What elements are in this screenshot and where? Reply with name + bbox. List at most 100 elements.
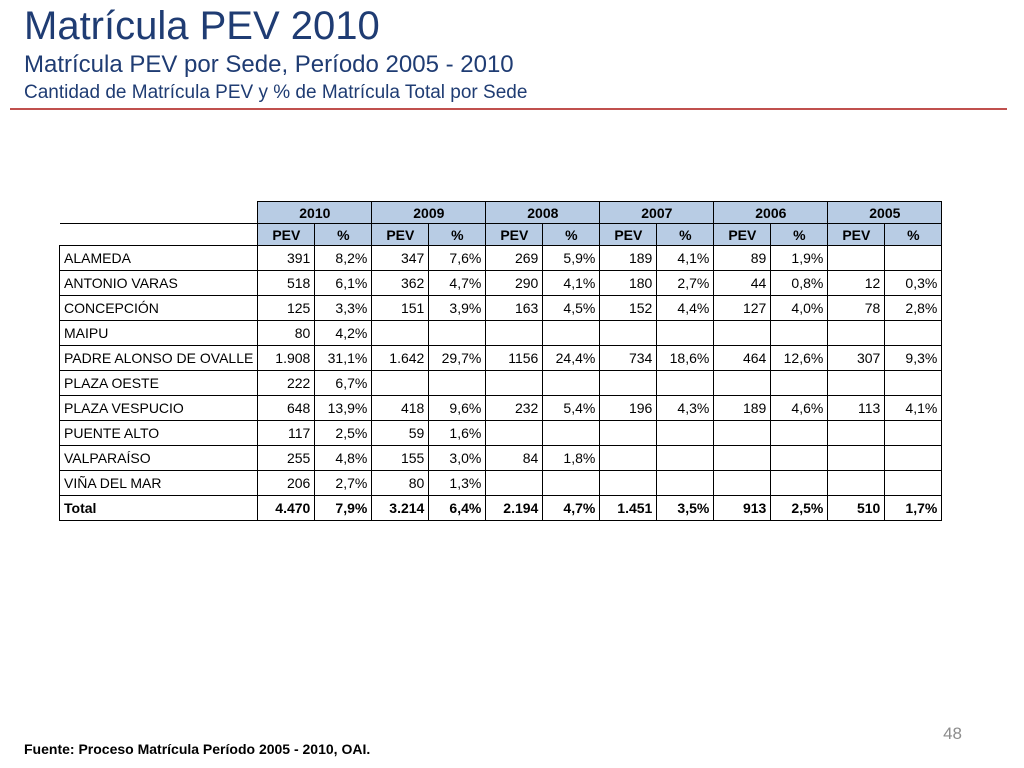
table-cell xyxy=(371,370,430,396)
table-cell xyxy=(827,320,886,346)
row-label: PLAZA VESPUCIO xyxy=(58,395,259,421)
year-header-2009: 2009 xyxy=(371,201,487,224)
table-row: VALPARAÍSO 255 4,8% 155 3,0% 84 1,8% xyxy=(58,445,943,471)
table-row: MAIPU 80 4,2% xyxy=(58,320,943,346)
table-cell: 2.194 xyxy=(485,495,544,521)
table-cell xyxy=(599,320,658,346)
row-label: PLAZA OESTE xyxy=(58,370,259,396)
table-cell xyxy=(371,320,430,346)
table-cell xyxy=(770,420,829,446)
table-cell: 3,9% xyxy=(428,295,487,321)
table-cell: 4,1% xyxy=(542,270,601,296)
table-body: ALAMEDA 391 8,2% 347 7,6% 269 5,9% 189 4,1% 89 1,9… xyxy=(58,245,943,521)
table-cell: 4,0% xyxy=(770,295,829,321)
table-cell xyxy=(599,445,658,471)
table-cell: 1.908 xyxy=(257,345,316,371)
table-row: PUENTE ALTO 117 2,5% 59 1,6% xyxy=(58,420,943,446)
table-cell xyxy=(884,320,943,346)
slide-title: Matrícula PEV 2010 xyxy=(24,4,380,48)
table-cell: 1156 xyxy=(485,345,544,371)
table-cell: 6,1% xyxy=(314,270,373,296)
year-header-2008: 2008 xyxy=(485,201,601,224)
table-cell xyxy=(884,370,943,396)
table-cell: 80 xyxy=(257,320,316,346)
table-cell xyxy=(770,470,829,496)
table-cell: 7,6% xyxy=(428,245,487,271)
table-cell xyxy=(542,370,601,396)
table-cell: 391 xyxy=(257,245,316,271)
table-cell: 189 xyxy=(599,245,658,271)
table-cell: 3,0% xyxy=(428,445,487,471)
table-cell: 89 xyxy=(713,245,772,271)
page-number: 48 xyxy=(943,724,962,743)
table-cell: 7,9% xyxy=(314,495,373,521)
table-row: ALAMEDA 391 8,2% 347 7,6% 269 5,9% 189 4,1% 89 1,9… xyxy=(58,245,943,271)
table-cell xyxy=(656,320,715,346)
table-row: CONCEPCIÓN 125 3,3% 151 3,9% 163 4,5% 152 4,4% 12… xyxy=(58,295,943,321)
table-cell: 5,4% xyxy=(542,395,601,421)
table-cell: 12 xyxy=(827,270,886,296)
table-cell: 1,9% xyxy=(770,245,829,271)
table-cell: 1,7% xyxy=(884,495,943,521)
table-cell xyxy=(827,470,886,496)
source-footnote: Fuente: Proceso Matrícula Período 2005 -… xyxy=(24,741,371,757)
table-cell xyxy=(884,245,943,271)
table-cell: 9,6% xyxy=(428,395,487,421)
row-label: PUENTE ALTO xyxy=(58,420,259,446)
table-cell: 113 xyxy=(827,395,886,421)
table-cell: 78 xyxy=(827,295,886,321)
slide-subtitle: Matrícula PEV por Sede, Período 2005 - 2… xyxy=(24,51,514,78)
table-cell: 84 xyxy=(485,445,544,471)
subheader-cell: % xyxy=(656,223,715,246)
table-cell xyxy=(884,420,943,446)
table-cell: 4,2% xyxy=(314,320,373,346)
slide-subtitle-secondary: Cantidad de Matrícula PEV y % de Matrícu… xyxy=(24,82,528,103)
table-cell: 9,3% xyxy=(884,345,943,371)
row-label: VIÑA DEL MAR xyxy=(58,470,259,496)
table-cell xyxy=(656,370,715,396)
header-corner xyxy=(59,201,259,224)
table-cell: 1,6% xyxy=(428,420,487,446)
table-cell xyxy=(485,420,544,446)
table-cell: 232 xyxy=(485,395,544,421)
table-cell: 180 xyxy=(599,270,658,296)
table-cell xyxy=(485,470,544,496)
table-cell xyxy=(656,445,715,471)
table-cell: 152 xyxy=(599,295,658,321)
table-cell: 2,5% xyxy=(770,495,829,521)
table-cell: 4,8% xyxy=(314,445,373,471)
table-row: PADRE ALONSO DE OVALLE 1.908 31,1% 1.642 29,… xyxy=(58,345,943,371)
table-cell: 418 xyxy=(371,395,430,421)
table-cell xyxy=(656,420,715,446)
table-cell: 4,4% xyxy=(656,295,715,321)
table-cell: 269 xyxy=(485,245,544,271)
year-header-2010: 2010 xyxy=(257,201,373,224)
table-cell: 518 xyxy=(257,270,316,296)
subheader-cell: PEV xyxy=(827,223,886,246)
table-cell: 307 xyxy=(827,345,886,371)
table-cell: 29,7% xyxy=(428,345,487,371)
table-cell xyxy=(884,470,943,496)
subheader-cell: % xyxy=(884,223,943,246)
table-cell: 8,2% xyxy=(314,245,373,271)
table-cell xyxy=(485,320,544,346)
table-cell xyxy=(599,470,658,496)
table-cell xyxy=(770,370,829,396)
table-cell xyxy=(599,420,658,446)
subheader-cell: PEV xyxy=(599,223,658,246)
table-cell xyxy=(770,445,829,471)
table-cell: 2,7% xyxy=(314,470,373,496)
table-cell: 3.214 xyxy=(371,495,430,521)
table-cell: 125 xyxy=(257,295,316,321)
table-row: PLAZA OESTE 222 6,7% xyxy=(58,370,943,396)
table-cell: 5,9% xyxy=(542,245,601,271)
table-cell: 347 xyxy=(371,245,430,271)
table-cell: 4.470 xyxy=(257,495,316,521)
table-cell xyxy=(713,320,772,346)
table-cell: 3,3% xyxy=(314,295,373,321)
subheader-cell: % xyxy=(770,223,829,246)
year-header-2005: 2005 xyxy=(827,201,943,224)
row-label: ANTONIO VARAS xyxy=(58,270,259,296)
table-cell xyxy=(599,370,658,396)
table-cell: 2,7% xyxy=(656,270,715,296)
